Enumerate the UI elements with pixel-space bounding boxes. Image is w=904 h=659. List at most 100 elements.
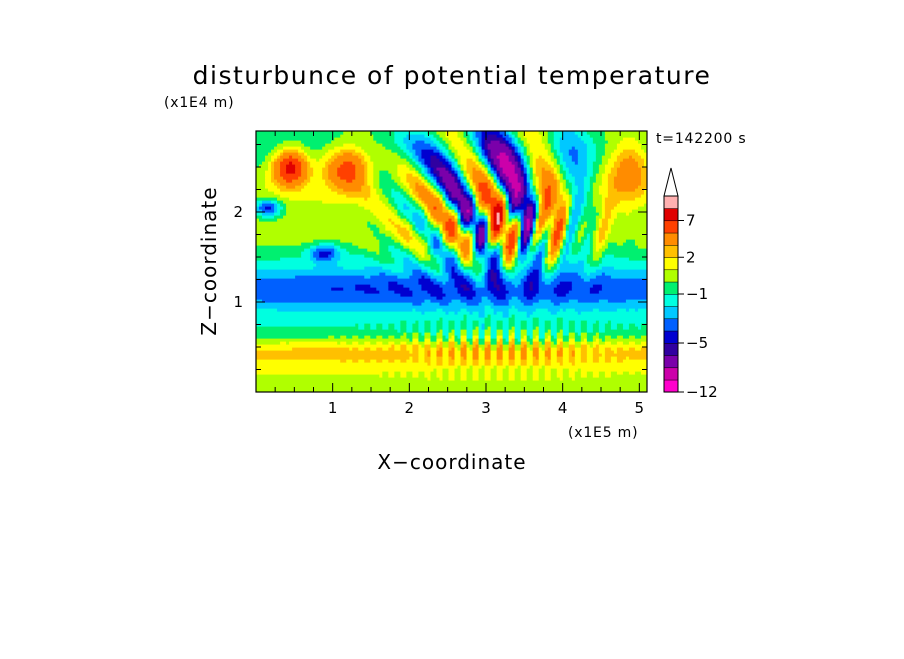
field-cell	[463, 344, 468, 348]
field-cell	[553, 221, 558, 225]
field-cell	[361, 188, 371, 192]
field-cell	[406, 197, 413, 201]
field-cell	[508, 176, 519, 180]
field-cell	[400, 248, 410, 252]
field-cell	[421, 203, 426, 207]
field-cell	[286, 164, 296, 168]
y-unit-label: (x1E4 m)	[164, 95, 234, 111]
field-cell	[535, 197, 540, 201]
field-cell	[487, 263, 492, 267]
field-cell	[442, 332, 450, 336]
field-cell	[520, 155, 525, 159]
field-cell	[598, 308, 618, 312]
field-cell	[415, 149, 423, 153]
field-cell	[511, 338, 516, 342]
field-cell	[502, 269, 507, 273]
field-cell	[406, 374, 413, 378]
field-cell	[583, 176, 591, 180]
field-cell	[271, 170, 275, 174]
field-cell	[586, 356, 594, 360]
field-cell	[481, 242, 486, 246]
field-cell	[541, 236, 549, 240]
field-cell	[457, 134, 465, 138]
field-cell	[559, 308, 564, 312]
field-cell	[523, 161, 528, 165]
field-cell	[316, 245, 335, 249]
colorbar-swatch	[663, 232, 679, 246]
field-cell	[262, 200, 272, 204]
field-cell	[475, 215, 486, 219]
field-cell	[379, 173, 392, 177]
field-cell	[439, 302, 450, 306]
field-cell	[487, 287, 498, 291]
field-cell	[466, 131, 474, 135]
field-cell	[559, 206, 567, 210]
field-cell	[547, 224, 552, 228]
field-cell	[532, 338, 540, 342]
field-cell	[508, 299, 522, 303]
field-cell	[427, 203, 444, 207]
field-cell	[526, 347, 531, 351]
field-cell	[424, 182, 429, 186]
field-cell	[640, 371, 647, 375]
field-cell	[460, 182, 465, 186]
field-cell	[268, 152, 275, 156]
field-cell	[541, 272, 546, 276]
field-cell	[511, 296, 519, 300]
field-cell	[268, 161, 272, 165]
field-cell	[418, 251, 426, 255]
field-cell	[532, 203, 537, 207]
field-cell	[568, 200, 573, 204]
field-cell	[589, 344, 594, 348]
field-cell	[541, 167, 546, 171]
field-cell	[469, 197, 474, 201]
field-cell	[403, 194, 410, 198]
field-cell	[328, 185, 338, 189]
field-cell	[274, 203, 278, 207]
x-tick-label: 4	[558, 399, 568, 417]
field-cell	[463, 317, 468, 321]
field-cell	[502, 356, 510, 360]
field-cell	[343, 152, 353, 156]
field-cell	[604, 338, 647, 342]
field-cell	[460, 167, 465, 171]
field-cell	[586, 149, 597, 153]
field-cell	[352, 152, 362, 156]
field-cell	[580, 332, 588, 336]
field-cell	[475, 245, 480, 249]
field-cell	[439, 242, 444, 246]
field-cell	[343, 131, 371, 135]
field-cell	[457, 290, 477, 294]
field-cell	[616, 203, 645, 207]
field-cell	[277, 308, 413, 312]
field-cell	[340, 341, 347, 345]
field-cell	[436, 179, 441, 183]
field-cell	[460, 206, 474, 210]
field-cell	[532, 254, 537, 258]
field-cell	[508, 185, 513, 189]
field-cell	[577, 161, 588, 165]
field-cell	[454, 206, 459, 210]
field-cell	[580, 335, 588, 339]
field-cell	[505, 365, 510, 369]
field-cell	[487, 326, 492, 330]
field-cell	[571, 188, 579, 192]
field-cell	[499, 245, 504, 249]
field-cell	[577, 299, 600, 303]
field-cell	[514, 269, 522, 273]
field-cell	[412, 344, 420, 348]
field-cell	[469, 215, 474, 219]
field-cell	[475, 254, 492, 258]
field-cell	[337, 167, 356, 171]
field-cell	[388, 206, 395, 210]
field-cell	[511, 224, 519, 228]
field-cell	[571, 197, 576, 201]
field-cell	[466, 197, 471, 201]
field-cell	[424, 344, 432, 348]
field-cell	[433, 242, 441, 246]
x-tick-label: 5	[635, 399, 645, 417]
field-cell	[475, 200, 480, 204]
field-cell	[514, 251, 519, 255]
field-cell	[508, 140, 513, 144]
field-cell	[568, 233, 573, 237]
